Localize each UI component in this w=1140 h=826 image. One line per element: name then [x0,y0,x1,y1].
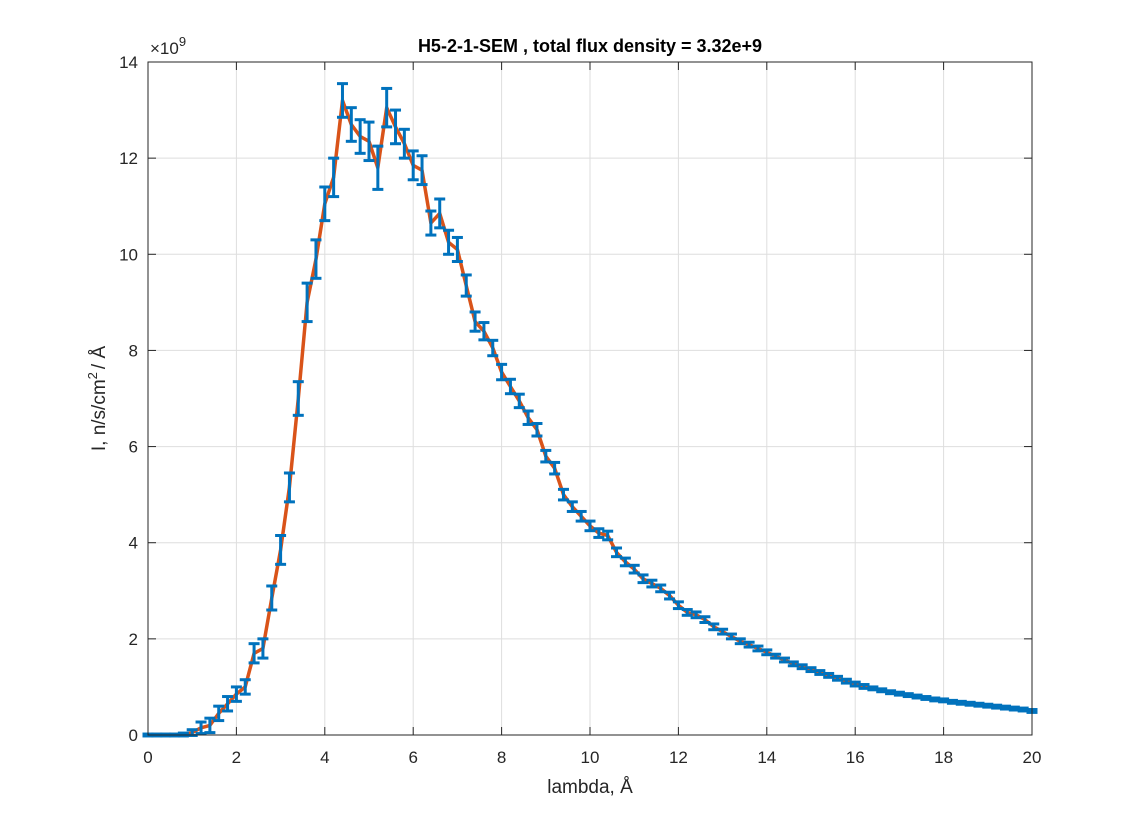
errorbar [363,120,375,163]
x-tick-label: 14 [757,748,776,767]
errorbar [557,487,569,502]
y-tick-label: 4 [129,534,138,553]
errorbar [275,534,287,566]
errorbar [416,154,428,187]
y-axis-label-main: I, n/s/cm [89,379,110,451]
errorbar [230,685,242,703]
errorbar [460,273,472,298]
errorbar [407,149,419,182]
x-tick-label: 0 [143,748,152,767]
x-tick-label: 4 [320,748,329,767]
errorbar [487,338,499,358]
errorbar [213,704,225,723]
y-axis-label: I, n/s/cm2 / Å [85,346,110,452]
x-tick-label: 12 [669,748,688,767]
errorbar [354,118,366,155]
y-tick-label: 6 [129,438,138,457]
y-axis-exponent-power: 9 [179,34,186,49]
errorbar [336,82,348,119]
y-axis-exponent: ×109 [150,34,186,58]
errorbar [222,695,234,713]
errorbar [628,563,640,575]
errorbar [283,471,295,504]
errorbar [398,127,410,160]
errorbar [637,573,649,585]
y-tick-label: 2 [129,630,138,649]
errorbar [681,608,693,617]
y-tick-label: 10 [119,245,138,264]
grid [147,61,1033,736]
tick-layer: 0 2 4 6 8 10 12 14 16 18 20 0 2 4 6 8 10 12 14 [119,53,1041,767]
errorbar [611,546,623,559]
errorbar [531,421,543,438]
y-axis-exponent-base: ×10 [150,39,179,58]
errorbar [434,197,446,230]
x-tick-label: 10 [581,748,600,767]
x-tick-label: 18 [934,748,953,767]
errorbar [443,228,455,256]
errorbar [584,519,596,533]
errorbar [204,716,216,735]
errorbar [345,106,357,143]
errorbar [593,527,605,539]
y-tick-label: 14 [119,53,138,72]
errorbar [469,310,481,333]
errorbar [451,235,463,263]
errorbar-layer [142,82,1038,738]
x-tick-label: 2 [232,748,241,767]
errorbar [301,281,313,324]
errorbar [664,590,676,601]
errorbar [372,144,384,191]
y-tick-label: 8 [129,341,138,360]
x-tick-label: 16 [846,748,865,767]
y-axis-label-superscript: 2 [85,372,100,379]
errorbar [672,600,684,611]
errorbar [513,392,525,410]
errorbar [248,642,260,665]
x-tick-label: 6 [408,748,417,767]
errorbar [381,86,393,129]
errorbar [266,584,278,612]
errorbar [390,108,402,146]
errorbar [425,209,437,237]
errorbar [319,185,331,223]
errorbar [328,156,340,199]
x-axis-label: lambda, Å [547,777,633,798]
errorbar [257,637,269,660]
errorbar [699,615,711,625]
errorbar [239,678,251,696]
errorbar [646,578,658,589]
y-tick-label: 0 [129,726,138,745]
errorbar [292,380,304,417]
errorbar [549,460,561,476]
chart-title: H5-2-1-SEM , total flux density = 3.32e+… [418,36,762,56]
x-tick-label: 8 [497,748,506,767]
y-tick-label: 12 [119,149,138,168]
errorbar [310,238,322,280]
y-axis-label-unit: / Å [89,346,110,370]
errorbar [602,529,614,542]
x-tick-label: 20 [1023,748,1042,767]
